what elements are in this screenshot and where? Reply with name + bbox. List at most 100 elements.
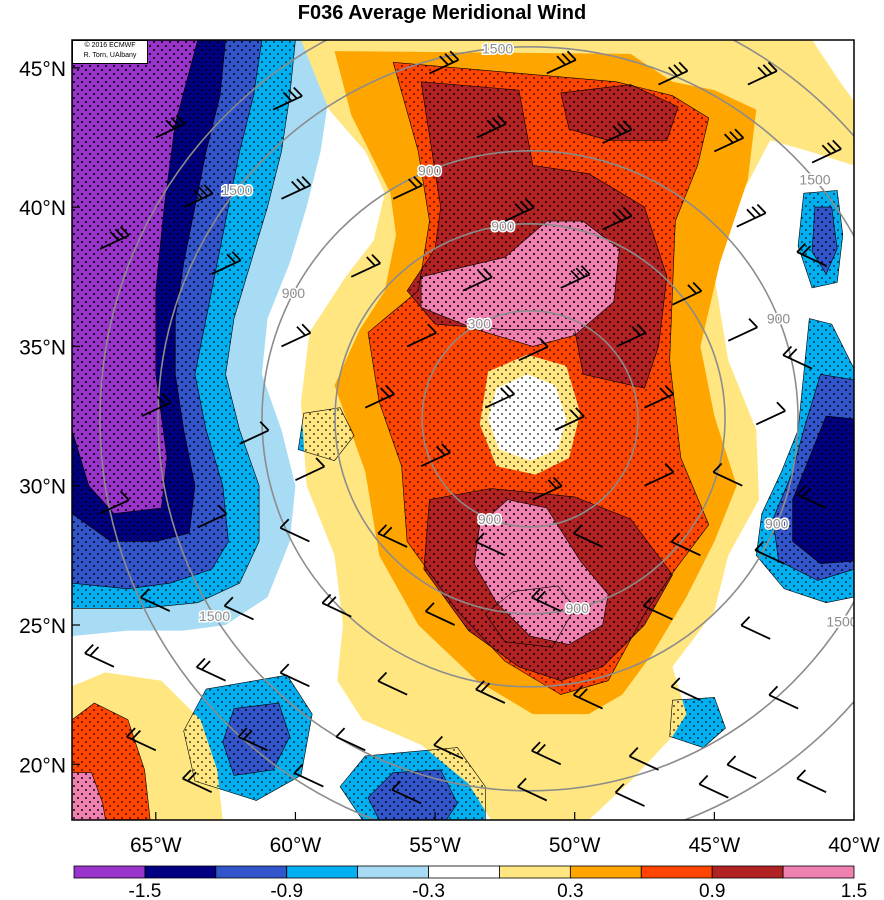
wind-barb-4 bbox=[476, 114, 507, 139]
wind-barb-66 bbox=[335, 727, 366, 752]
wind-barb-69 bbox=[628, 747, 659, 771]
colorbar-label: 0.9 bbox=[699, 881, 725, 900]
y-tick-label: 30°N bbox=[19, 476, 66, 499]
wind-barb-30 bbox=[484, 384, 515, 409]
wind-barb-52 bbox=[321, 593, 352, 618]
colorbar-label: -0.3 bbox=[412, 881, 445, 900]
wind-barb-45 bbox=[377, 524, 408, 548]
range-ring-label: 1500 bbox=[482, 40, 513, 56]
significance-stipple-7 bbox=[792, 415, 854, 565]
significance-stipple-21 bbox=[560, 84, 679, 141]
stipple-layer bbox=[72, 40, 854, 820]
wind-barb-31 bbox=[554, 407, 585, 431]
wind-barb-74 bbox=[293, 763, 324, 788]
wind-barb-20 bbox=[462, 267, 493, 292]
range-ring-label: 300 bbox=[468, 315, 492, 331]
wind-barb-29 bbox=[364, 384, 395, 409]
colorbar-bin bbox=[144, 865, 217, 879]
credit-box: © 2016 ECMWF R. Torn, UAlbany bbox=[72, 40, 148, 64]
wind-barb-59 bbox=[377, 671, 408, 696]
colorbar-label: -1.5 bbox=[129, 881, 162, 900]
y-tick-label: 35°N bbox=[19, 336, 66, 359]
colorbar: -1.5 -0.9 -0.3 0.3 0.9 1.5 bbox=[73, 865, 867, 900]
wind-barb-58 bbox=[279, 663, 310, 688]
wind-barb-78 bbox=[698, 774, 729, 799]
range-ring-label: 1500 bbox=[826, 613, 857, 629]
wind-barb-72 bbox=[84, 643, 115, 668]
wind-barb-47 bbox=[572, 524, 604, 548]
significance-stipple-13 bbox=[222, 702, 291, 776]
range-ring-1 bbox=[334, 223, 726, 615]
y-tick-label: 45°N bbox=[19, 58, 66, 81]
x-tick-label: 65°W bbox=[130, 834, 182, 857]
colorbar-bin bbox=[215, 865, 288, 879]
colorbar-label: 0.3 bbox=[557, 881, 583, 900]
chart-title: F036 Average Meridional Wind bbox=[297, 2, 587, 24]
wind-barb-55 bbox=[642, 596, 673, 621]
significance-stipple-11 bbox=[297, 407, 355, 461]
wind-barb-49 bbox=[754, 540, 785, 565]
wind-barb-40 bbox=[712, 462, 743, 487]
wind-barb-77 bbox=[614, 783, 645, 807]
colorbar-label: 1.5 bbox=[841, 881, 867, 900]
wind-barb-63 bbox=[768, 685, 799, 710]
wind-barb-21 bbox=[560, 265, 591, 289]
y-tick-label: 20°N bbox=[19, 754, 66, 777]
wind-barb-43 bbox=[197, 504, 228, 529]
range-ring-label: 1500 bbox=[514, 841, 545, 857]
wind-barb-12 bbox=[392, 175, 423, 200]
significance-stipple-16 bbox=[669, 697, 726, 748]
wind-barb-33 bbox=[755, 401, 786, 426]
wind-barb-39 bbox=[644, 462, 675, 487]
range-ring-label: 1500 bbox=[221, 182, 252, 198]
wind-barb-24 bbox=[406, 323, 437, 348]
significance-stipple-9 bbox=[811, 206, 838, 275]
wind-barb-9 bbox=[155, 114, 186, 139]
x-tick-label: 60°W bbox=[270, 834, 322, 857]
wind-barb-8 bbox=[272, 86, 303, 111]
wind-barb-28 bbox=[782, 345, 813, 370]
wind-barb-1 bbox=[546, 50, 577, 75]
wind-barb-56 bbox=[740, 616, 771, 640]
significance-stipple-29 bbox=[72, 772, 106, 820]
wind-barb-60 bbox=[475, 680, 506, 704]
wind-barb-73 bbox=[181, 769, 213, 793]
range-ring-label: 900 bbox=[767, 310, 791, 326]
range-ring-label: 1500 bbox=[799, 172, 830, 188]
wind-barb-67 bbox=[433, 735, 464, 760]
colorbar-bin bbox=[569, 865, 642, 879]
wind-barb-76 bbox=[517, 777, 548, 802]
wind-barb-7 bbox=[811, 139, 842, 164]
wind-barb-16 bbox=[796, 242, 827, 267]
y-tick-label: 40°N bbox=[19, 197, 66, 220]
range-ring-label: 900 bbox=[566, 600, 590, 616]
wind-barb-48 bbox=[670, 532, 701, 557]
plot-area: 900 900 900 900 1500 1500 1500 1500 1500 1500 900 3… bbox=[72, 40, 857, 857]
wind-barb-71 bbox=[796, 769, 827, 793]
wind-barb-23 bbox=[281, 323, 312, 348]
wind-barb-57 bbox=[195, 657, 226, 682]
colorbar-bin bbox=[73, 865, 146, 879]
wind-barb-2 bbox=[658, 61, 689, 86]
wind-barb-38 bbox=[532, 476, 563, 501]
wind-barb-5 bbox=[602, 120, 633, 144]
colorbar-bin bbox=[428, 865, 500, 879]
wind-barb-54 bbox=[531, 588, 562, 612]
wind-barb-62 bbox=[670, 677, 701, 702]
wind-barb-19 bbox=[350, 253, 381, 278]
wind-barb-46 bbox=[475, 532, 506, 557]
wind-barb-44 bbox=[279, 518, 310, 543]
range-ring-3 bbox=[157, 46, 854, 792]
wind-barb-22 bbox=[672, 281, 703, 306]
wind-barb-11 bbox=[281, 175, 312, 200]
x-tick-label: 40°W bbox=[828, 834, 880, 857]
wind-barb-14 bbox=[602, 206, 633, 231]
wind-barb-75 bbox=[391, 780, 422, 805]
colorbar-bin bbox=[357, 865, 429, 879]
colorbar-bin bbox=[711, 865, 784, 879]
wind-barb-37 bbox=[420, 443, 451, 468]
range-ring-label: 900 bbox=[478, 511, 502, 527]
significance-stipple-4 bbox=[72, 40, 199, 514]
range-ring-2 bbox=[261, 150, 799, 688]
